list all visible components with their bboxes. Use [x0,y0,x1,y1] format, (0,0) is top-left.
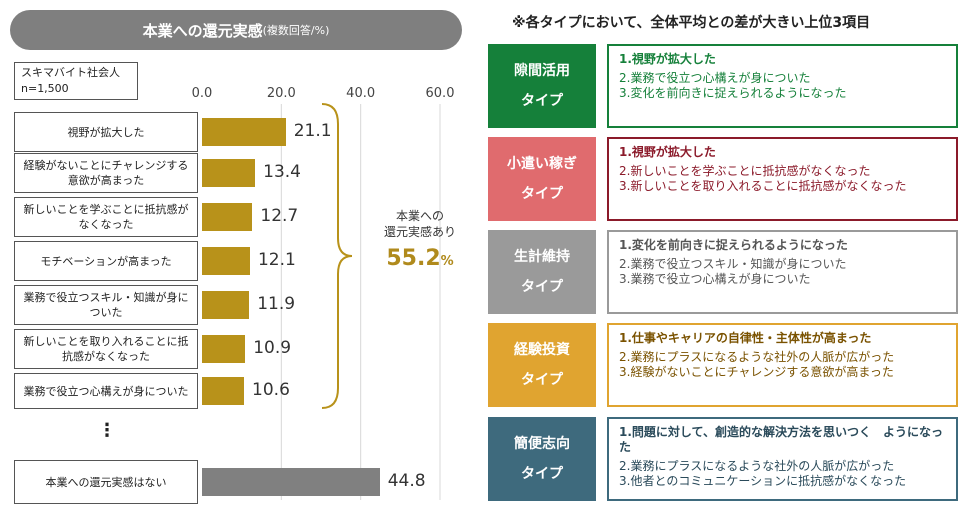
type-suffix: タイプ [521,372,563,388]
category-label: 新しいことを取り入れることに抵抗感がなくなった [14,329,198,369]
bar-value-label: 13.4 [263,162,301,182]
category-label: 経験がないことにチャレンジする意欲が高まった [14,153,198,193]
type-item: 2.新しいことを学ぶことに抵抗感がなくなった [619,164,871,178]
sample-info: スキマバイト社会人 n=1,500 [14,62,138,100]
type-card: 小遣い稼ぎ タイプ [488,137,596,221]
category-label: 新しいことを学ぶことに抵抗感がなくなった [14,197,198,237]
type-card: 簡便志向 タイプ [488,417,596,501]
type-item: 1.変化を前向きに捉えられるようになった [619,238,848,252]
category-label: 業務で役立つ心構えが身についた [14,373,198,409]
summary-number: 55.2 [386,246,441,271]
summary-unit: % [440,254,454,269]
type-item: 2.業務にプラスになるような社外の人脈が広がった [619,459,895,473]
type-items: 1.問題に対して、創造的な解決方法を思いつく ようになった 2.業務にプラスになる… [607,417,958,501]
type-item: 3.業務で役立つ心構えが身についた [619,272,811,286]
ellipsis: ⋮ [98,420,116,441]
type-items: 1.仕事やキャリアの自律性・主体性が高まった 2.業務にプラスになるような社外の人… [607,323,958,407]
type-item: 2.業務で役立つスキル・知識が身についた [619,257,847,271]
x-tick-label: 40.0 [346,86,376,101]
summary-value: 55.2% [372,246,468,271]
bar-value-label: 44.8 [387,471,426,491]
type-item: 3.変化を前向きに捉えられるようになった [619,86,847,100]
category-label: 視野が拡大した [14,112,198,152]
sample-label: スキマバイト社会人 [21,66,120,79]
bar [202,335,246,363]
chart-title-sub: (複数回答/%) [262,24,330,37]
brace-bracket [321,103,353,409]
bar [202,247,250,275]
bar [202,291,250,319]
chart-title-text: 本業への還元実感 [142,21,263,40]
bar [202,159,256,187]
type-suffix: タイプ [521,466,563,482]
category-label: モチベーションが高まった [14,241,198,281]
type-item: 3.他者とのコミュニケーションに抵抗感がなくなった [619,474,907,488]
type-name: 経験投資 [514,342,570,358]
category-label: 本業への還元実感はない [14,460,198,504]
type-suffix: タイプ [521,279,563,295]
bar [202,203,253,231]
bar-value-label: 10.6 [252,380,290,400]
bar-value-label: 21.1 [293,121,332,141]
type-name: 小遣い稼ぎ [507,156,577,172]
type-suffix: タイプ [521,186,563,202]
type-items: 1.視野が拡大した 2.新しいことを学ぶことに抵抗感がなくなった 3.新しいことを取… [607,137,958,221]
bar-value-label: 12.1 [257,250,296,270]
summary-label: 本業への 還元実感あり [370,208,470,240]
type-name: 生計維持 [514,249,570,265]
type-name: 隙間活用 [514,63,570,79]
type-name: 簡便志向 [514,436,570,452]
type-item: 1.視野が拡大した [619,145,716,159]
x-tick-label: 60.0 [425,86,455,101]
type-item: 1.視野が拡大した [619,52,716,66]
bar [202,118,286,146]
summary-label-line1: 本業への [395,209,444,223]
type-card: 生計維持 タイプ [488,230,596,314]
type-items: 1.視野が拡大した 2.業務で役立つ心構えが身についた 3.変化を前向きに捉えられる… [607,44,958,128]
x-tick-label: 0.0 [191,86,213,101]
type-item: 2.業務にプラスになるような社外の人脈が広がった [619,350,895,364]
category-label: 業務で役立つスキル・知識が身についた [14,285,198,325]
type-item: 3.経験がないことにチャレンジする意欲が高まった [619,365,894,379]
type-item: 3.新しいことを取り入れることに抵抗感がなくなった [619,179,907,193]
type-card: 経験投資 タイプ [488,323,596,407]
right-panel-title: ※各タイプにおいて、全体平均との差が大きい上位3項目 [512,15,871,31]
type-card: 隙間活用 タイプ [488,44,596,128]
x-tick-label: 20.0 [266,86,296,101]
type-suffix: タイプ [521,93,563,109]
type-item: 1.仕事やキャリアの自律性・主体性が高まった [619,331,872,345]
bar-value-label: 11.9 [257,294,296,314]
bar [202,468,380,496]
sample-size: n=1,500 [21,82,69,95]
summary-label-line2: 還元実感あり [383,225,456,239]
bar-value-label: 10.9 [253,338,292,358]
type-item: 2.業務で役立つ心構えが身についた [619,71,811,85]
type-items: 1.変化を前向きに捉えられるようになった 2.業務で役立つスキル・知識が身についた… [607,230,958,314]
bar [202,377,245,405]
type-item: 1.問題に対して、創造的な解決方法を思いつく ようになった [619,425,943,454]
chart-title: 本業への還元実感 (複数回答/%) [10,10,462,50]
bar-value-label: 12.7 [260,206,299,226]
